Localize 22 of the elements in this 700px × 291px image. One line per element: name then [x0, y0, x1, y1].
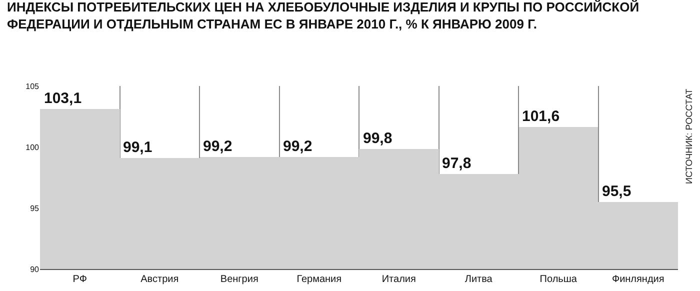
- text: ИСТОЧНИК: РОССТАТ: [684, 88, 694, 184]
- chart-title: ИНДЕКСЫ ПОТРЕБИТЕЛЬСКИХ ЦЕН НА ХЛЕБОБУЛОЧНЫЕ ИЗДЕЛИЯ И КРУПЫ ПО РОССИЙСКОЙ ФЕДЕРАЦИИ И ОТДЕЛЬНЫМ СТРАНАМ ЕС В ЯНВАРЕ 2010 Г., % К ЯНВАРЮ 2009 Г.: [7, 0, 640, 32]
- x-tick-label: Литва: [464, 274, 493, 285]
- data-label: 99,2: [283, 138, 312, 155]
- x-tick-label: РФ: [72, 274, 88, 285]
- y-tick-label: 100: [26, 142, 40, 152]
- data-label: 99,2: [203, 138, 232, 155]
- data-label: 103,1: [44, 90, 82, 107]
- x-tick-label: Италия: [382, 274, 416, 285]
- x-tick-label: Венгрия: [220, 274, 258, 285]
- y-tick-label: 105: [26, 82, 40, 91]
- data-label: 97,8: [442, 155, 472, 172]
- x-tick-label: Финляндия: [612, 274, 664, 285]
- data-label: 101,6: [522, 108, 560, 125]
- data-label: 95,5: [602, 183, 632, 200]
- y-tick-label: 95: [30, 204, 40, 213]
- y-tick-label: 90: [30, 264, 40, 274]
- data-label: 99,1: [123, 139, 152, 156]
- x-tick-label: Польша: [540, 274, 578, 285]
- x-tick-label: Австрия: [140, 274, 179, 285]
- data-label: 99,8: [363, 130, 392, 147]
- x-tick-label: Германия: [296, 274, 342, 285]
